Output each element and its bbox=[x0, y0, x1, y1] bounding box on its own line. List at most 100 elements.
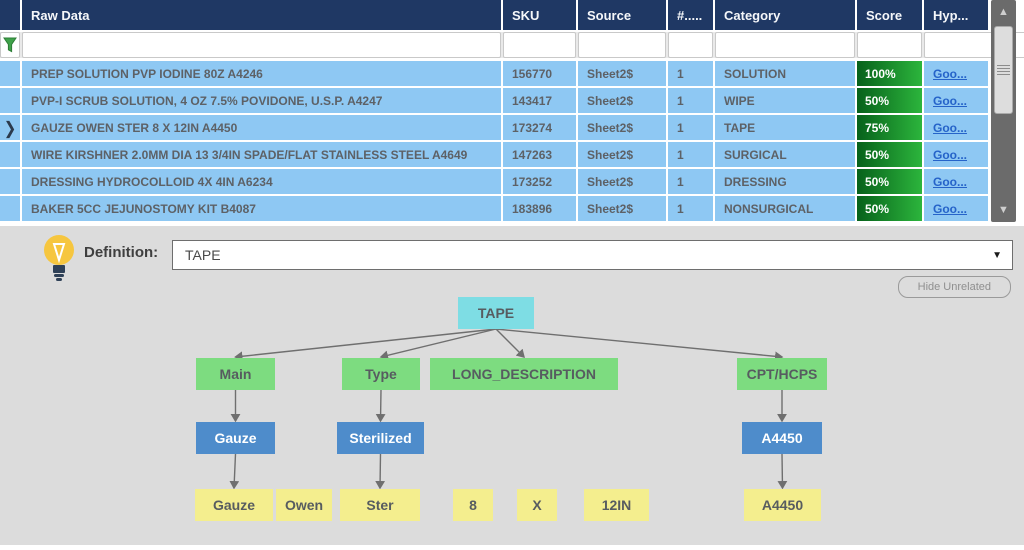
tree-node-tok-owen[interactable]: Owen bbox=[276, 489, 332, 521]
cell-score[interactable]: 50% bbox=[857, 142, 922, 167]
grid-filter-row bbox=[0, 32, 1024, 58]
filter-input-category[interactable] bbox=[715, 32, 855, 58]
cell-raw[interactable]: PVP-I SCRUB SOLUTION, 4 OZ 7.5% POVIDONE… bbox=[22, 88, 501, 113]
table-row[interactable]: WIRE KIRSHNER 2.0MM DIA 13 3/4IN SPADE/F… bbox=[0, 142, 988, 167]
cell-source[interactable]: Sheet2$ bbox=[578, 196, 666, 221]
filter-input-score[interactable] bbox=[857, 32, 922, 58]
row-gutter-cell[interactable] bbox=[0, 196, 20, 221]
definition-panel: Definition: TAPE ▼ Hide Unrelated TAPE Ma… bbox=[0, 226, 1024, 545]
column-header-sku[interactable]: SKU bbox=[503, 0, 576, 30]
selected-row-marker[interactable]: ❯ bbox=[0, 115, 20, 140]
scrollbar-thumb[interactable] bbox=[994, 26, 1013, 114]
cell-num[interactable]: 1 bbox=[668, 169, 713, 194]
column-header-score[interactable]: Score bbox=[857, 0, 922, 30]
cell-sku[interactable]: 143417 bbox=[503, 88, 576, 113]
cell-category[interactable]: DRESSING bbox=[715, 169, 855, 194]
tree-node-tok-a4450[interactable]: A4450 bbox=[744, 489, 821, 521]
tree-node-attr-cpt-hcps[interactable]: CPT/HCPS bbox=[737, 358, 827, 390]
row-gutter-cell[interactable] bbox=[0, 169, 20, 194]
cell-raw[interactable]: BAKER 5CC JEJUNOSTOMY KIT B4087 bbox=[22, 196, 501, 221]
table-row[interactable]: PREP SOLUTION PVP IODINE 80Z A4246 156770… bbox=[0, 61, 988, 86]
cell-sku[interactable]: 156770 bbox=[503, 61, 576, 86]
row-gutter-cell[interactable] bbox=[0, 142, 20, 167]
chevron-down-icon: ▼ bbox=[992, 249, 1002, 261]
scroll-up-icon[interactable]: ▲ bbox=[998, 6, 1009, 18]
funnel-icon[interactable] bbox=[3, 37, 17, 53]
cell-hyp[interactable]: Goo... bbox=[924, 169, 988, 194]
hyperlink[interactable]: Goo... bbox=[933, 66, 967, 81]
column-header-category[interactable]: Category bbox=[715, 0, 855, 30]
cell-raw[interactable]: DRESSING HYDROCOLLOID 4X 4IN A6234 bbox=[22, 169, 501, 194]
filter-input-raw[interactable] bbox=[22, 32, 501, 58]
cell-source[interactable]: Sheet2$ bbox=[578, 169, 666, 194]
scroll-down-icon[interactable]: ▼ bbox=[998, 204, 1009, 216]
vertical-scrollbar[interactable]: ▲ ▼ bbox=[991, 0, 1016, 222]
cell-sku[interactable]: 173274 bbox=[503, 115, 576, 140]
column-header-hyp[interactable]: Hyp... bbox=[924, 0, 988, 30]
cell-hyp[interactable]: Goo... bbox=[924, 196, 988, 221]
table-row[interactable]: DRESSING HYDROCOLLOID 4X 4IN A6234 173252… bbox=[0, 169, 988, 194]
tree-node-tok-x[interactable]: X bbox=[517, 489, 557, 521]
cell-hyp[interactable]: Goo... bbox=[924, 115, 988, 140]
tree-node-val-a4450[interactable]: A4450 bbox=[742, 422, 822, 454]
tree-node-attr-type[interactable]: Type bbox=[342, 358, 420, 390]
cell-raw[interactable]: PREP SOLUTION PVP IODINE 80Z A4246 bbox=[22, 61, 501, 86]
cell-num[interactable]: 1 bbox=[668, 88, 713, 113]
column-header-num[interactable]: #..... bbox=[668, 0, 713, 30]
hyperlink[interactable]: Goo... bbox=[933, 201, 967, 216]
cell-raw[interactable]: GAUZE OWEN STER 8 X 12IN A4450 bbox=[22, 115, 501, 140]
hide-unrelated-button[interactable]: Hide Unrelated bbox=[897, 276, 1011, 298]
tree-node-tok-8[interactable]: 8 bbox=[453, 489, 493, 521]
cell-sku[interactable]: 183896 bbox=[503, 196, 576, 221]
hyperlink[interactable]: Goo... bbox=[933, 120, 967, 135]
filter-gutter-cell[interactable] bbox=[0, 32, 20, 58]
cell-num[interactable]: 1 bbox=[668, 142, 713, 167]
cell-hyp[interactable]: Goo... bbox=[924, 88, 988, 113]
cell-source[interactable]: Sheet2$ bbox=[578, 61, 666, 86]
cell-num[interactable]: 1 bbox=[668, 196, 713, 221]
row-gutter-cell[interactable] bbox=[0, 88, 20, 113]
cell-category[interactable]: TAPE bbox=[715, 115, 855, 140]
definition-dropdown[interactable]: TAPE ▼ bbox=[172, 240, 1013, 270]
row-gutter-cell[interactable] bbox=[0, 61, 20, 86]
hyperlink[interactable]: Goo... bbox=[933, 93, 967, 108]
cell-hyp[interactable]: Goo... bbox=[924, 61, 988, 86]
tree-node-attr-long-description[interactable]: LONG_DESCRIPTION bbox=[430, 358, 618, 390]
cell-score[interactable]: 50% bbox=[857, 88, 922, 113]
cell-source[interactable]: Sheet2$ bbox=[578, 142, 666, 167]
scrollbar-track[interactable] bbox=[991, 24, 1016, 198]
cell-category[interactable]: SOLUTION bbox=[715, 61, 855, 86]
cell-sku[interactable]: 173252 bbox=[503, 169, 576, 194]
tree-node-root-tape[interactable]: TAPE bbox=[458, 297, 534, 329]
tree-node-val-gauze[interactable]: Gauze bbox=[196, 422, 275, 454]
filter-input-source[interactable] bbox=[578, 32, 666, 58]
column-header-raw[interactable]: Raw Data bbox=[22, 0, 501, 30]
cell-sku[interactable]: 147263 bbox=[503, 142, 576, 167]
cell-category[interactable]: NONSURGICAL bbox=[715, 196, 855, 221]
table-row[interactable]: ❯ GAUZE OWEN STER 8 X 12IN A4450 173274 She… bbox=[0, 115, 988, 140]
cell-source[interactable]: Sheet2$ bbox=[578, 115, 666, 140]
filter-input-num[interactable] bbox=[668, 32, 713, 58]
cell-score[interactable]: 50% bbox=[857, 169, 922, 194]
cell-score[interactable]: 50% bbox=[857, 196, 922, 221]
cell-hyp[interactable]: Goo... bbox=[924, 142, 988, 167]
cell-score[interactable]: 100% bbox=[857, 61, 922, 86]
tree-node-tok-12in[interactable]: 12IN bbox=[584, 489, 649, 521]
hyperlink[interactable]: Goo... bbox=[933, 174, 967, 189]
cell-raw[interactable]: WIRE KIRSHNER 2.0MM DIA 13 3/4IN SPADE/F… bbox=[22, 142, 501, 167]
table-row[interactable]: BAKER 5CC JEJUNOSTOMY KIT B4087 183896 She… bbox=[0, 196, 988, 221]
cell-num[interactable]: 1 bbox=[668, 115, 713, 140]
cell-score[interactable]: 75% bbox=[857, 115, 922, 140]
cell-category[interactable]: SURGICAL bbox=[715, 142, 855, 167]
cell-num[interactable]: 1 bbox=[668, 61, 713, 86]
cell-source[interactable]: Sheet2$ bbox=[578, 88, 666, 113]
tree-node-attr-main[interactable]: Main bbox=[196, 358, 275, 390]
cell-category[interactable]: WIPE bbox=[715, 88, 855, 113]
table-row[interactable]: PVP-I SCRUB SOLUTION, 4 OZ 7.5% POVIDONE… bbox=[0, 88, 988, 113]
hyperlink[interactable]: Goo... bbox=[933, 147, 967, 162]
filter-input-sku[interactable] bbox=[503, 32, 576, 58]
column-header-source[interactable]: Source bbox=[578, 0, 666, 30]
tree-node-val-sterilized[interactable]: Sterilized bbox=[337, 422, 424, 454]
tree-node-tok-ster[interactable]: Ster bbox=[340, 489, 420, 521]
tree-node-tok-gauze[interactable]: Gauze bbox=[195, 489, 273, 521]
